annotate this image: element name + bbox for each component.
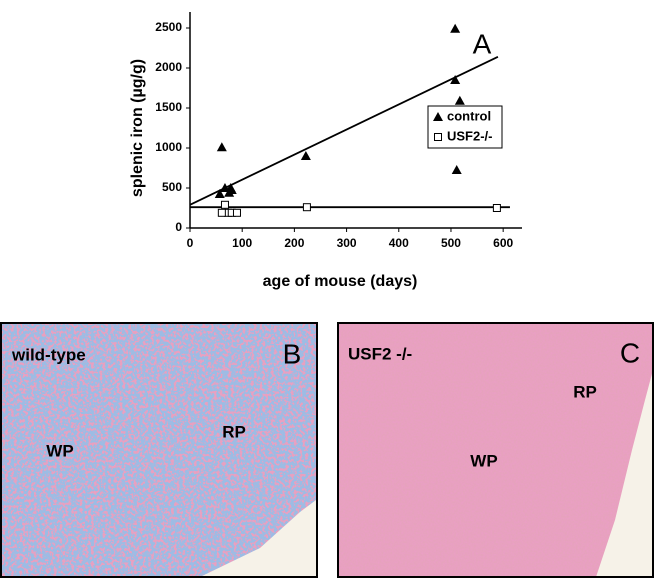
point xyxy=(226,185,237,194)
panel-caption: wild-type xyxy=(11,345,86,364)
micrograph-b xyxy=(0,322,318,578)
point xyxy=(214,189,225,198)
point xyxy=(450,75,461,84)
fit-line xyxy=(189,55,499,206)
point xyxy=(451,165,462,174)
legend-label: control xyxy=(447,108,491,123)
region-label: WP xyxy=(46,441,73,460)
region-label: RP xyxy=(222,422,246,441)
y-axis-title: splenic iron (µg/g) xyxy=(129,59,146,197)
legend-label: USF2-/- xyxy=(447,128,493,143)
x-axis-title: age of mouse (days) xyxy=(263,273,418,290)
x-tick-label: 500 xyxy=(441,236,461,250)
y-tick-label: 1000 xyxy=(155,140,182,154)
point xyxy=(450,23,461,33)
panel-letter: A xyxy=(473,28,492,59)
legend-marker xyxy=(433,112,443,121)
y-tick-label: 1500 xyxy=(155,100,182,114)
point xyxy=(220,200,229,209)
panel-letter: B xyxy=(283,338,302,369)
point xyxy=(454,95,465,105)
panel-caption: USF2 -/- xyxy=(348,344,412,363)
region-label: RP xyxy=(573,382,597,401)
y-tick-label: 2500 xyxy=(155,20,182,34)
point xyxy=(302,203,311,212)
x-tick-label: 600 xyxy=(493,236,513,250)
panel-letter: C xyxy=(620,337,640,368)
point xyxy=(232,208,241,217)
point xyxy=(492,204,501,212)
point xyxy=(216,142,227,152)
x-tick-label: 400 xyxy=(389,236,409,250)
point xyxy=(300,151,311,160)
x-tick-label: 200 xyxy=(284,236,304,250)
legend-marker xyxy=(434,133,442,141)
y-tick-label: 2000 xyxy=(155,60,182,74)
region-label: WP xyxy=(470,451,497,470)
x-tick-label: 0 xyxy=(187,236,194,250)
micrograph-c xyxy=(337,322,654,578)
x-tick-label: 300 xyxy=(337,236,357,250)
y-tick-label: 500 xyxy=(162,180,182,194)
y-tick-label: 0 xyxy=(175,220,182,234)
point xyxy=(217,208,226,217)
x-tick-label: 100 xyxy=(232,236,252,250)
